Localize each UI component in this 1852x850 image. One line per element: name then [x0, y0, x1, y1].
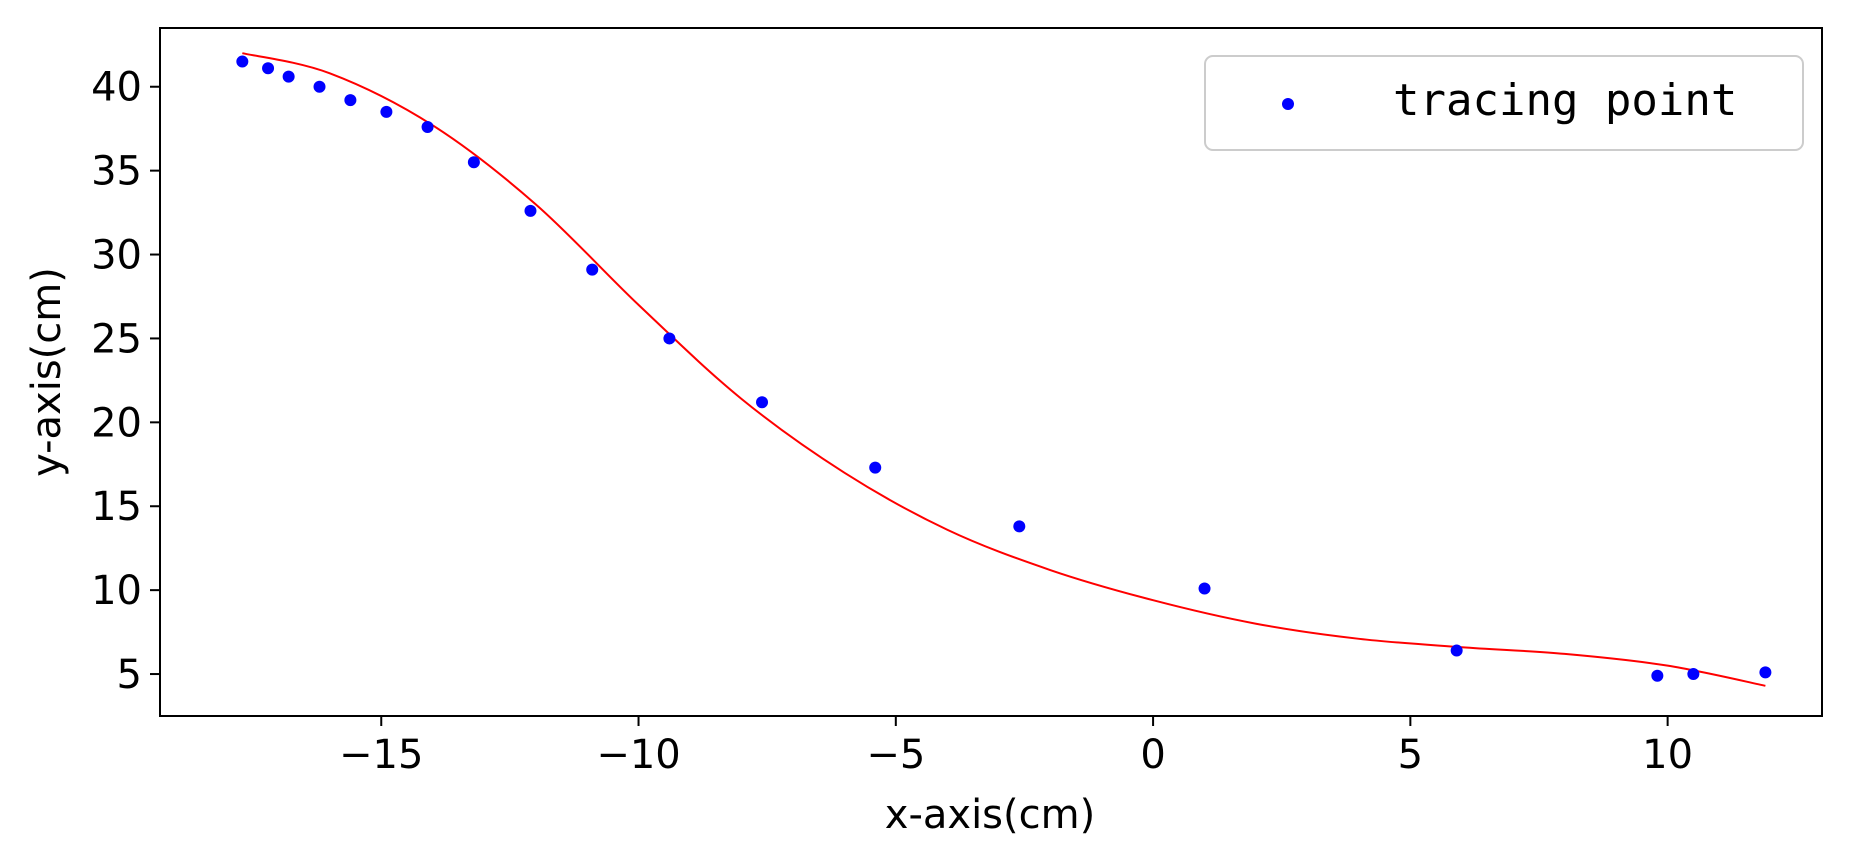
- tracing-point: [344, 94, 357, 107]
- tracing-point: [1450, 644, 1463, 657]
- legend-label: tracing point: [1393, 75, 1737, 126]
- tracing-point: [1013, 520, 1026, 533]
- y-axis-ticks: 5 10 15 20 25 30 35 40: [91, 65, 160, 698]
- tracing-point: [1651, 669, 1664, 682]
- x-tick-label: −10: [596, 732, 680, 778]
- tracing-point: [313, 80, 326, 93]
- tracing-point: [663, 332, 676, 345]
- y-tick-label: 10: [91, 568, 142, 614]
- tracing-point: [236, 55, 249, 68]
- legend-marker: [1282, 98, 1294, 110]
- tracing-point: [869, 461, 882, 474]
- x-tick-label: 10: [1642, 732, 1693, 778]
- tracing-point: [467, 156, 480, 169]
- plot-frame: [159, 27, 1823, 717]
- y-tick-label: 35: [91, 149, 142, 195]
- tracing-point: [586, 263, 599, 276]
- tracing-point: [524, 204, 537, 217]
- x-tick-label: 5: [1398, 732, 1423, 778]
- tracing-point: [262, 62, 275, 75]
- y-tick-label: 5: [117, 652, 142, 698]
- tracing-point: [380, 105, 393, 118]
- y-axis-label: y-axis(cm): [24, 267, 70, 477]
- y-tick-label: 15: [91, 484, 142, 530]
- tracing-point: [1687, 668, 1700, 681]
- y-tick-label: 30: [91, 233, 142, 279]
- tracing-point: [1198, 582, 1211, 595]
- x-tick-label: −5: [866, 732, 925, 778]
- legend: tracing point: [1204, 55, 1804, 151]
- y-tick-label: 25: [91, 316, 142, 362]
- y-tick-label: 40: [91, 65, 142, 111]
- x-axis-label: x-axis(cm): [885, 792, 1095, 838]
- legend-box: [1204, 55, 1804, 151]
- data-layer: [236, 52, 1772, 687]
- tracing-point: [1759, 666, 1772, 679]
- tracing-point: [282, 70, 295, 83]
- y-tick-label: 20: [91, 400, 142, 446]
- fit-curve-line: [242, 52, 1766, 687]
- x-axis-ticks: −15 −10 −5 0 5 10: [339, 716, 1693, 778]
- tracing-point: [756, 396, 769, 409]
- x-tick-label: 0: [1140, 732, 1165, 778]
- x-tick-label: −15: [339, 732, 423, 778]
- tracing-point: [421, 121, 434, 134]
